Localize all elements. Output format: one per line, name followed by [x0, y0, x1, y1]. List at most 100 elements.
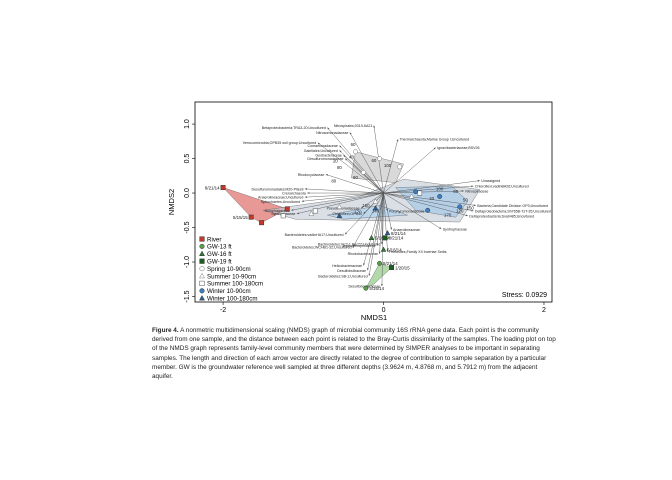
- sample-point: [308, 210, 315, 216]
- vector-arrowhead: [465, 214, 468, 217]
- vector-arrowhead: [373, 125, 376, 128]
- vector-arrowhead: [376, 243, 379, 246]
- y-tick-label: 0.5: [184, 154, 191, 164]
- sample-depth-label: 140: [372, 208, 380, 213]
- vector-label: Thermarchaeota;Marine Group I;Uncultured: [399, 138, 469, 142]
- loading-vector: [383, 139, 399, 194]
- legend-marker-gw-19-ft: [199, 258, 205, 264]
- vector-arrowhead: [301, 200, 304, 203]
- legend-label-gw-19-ft: GW-19 ft: [207, 259, 232, 266]
- vector-label: Rhodobacteraceae: [348, 252, 378, 256]
- loading-vector: [360, 192, 384, 209]
- vector-arrowhead: [345, 158, 348, 161]
- loading-vector: [383, 147, 436, 194]
- figure-label: Figure 4.: [152, 327, 179, 334]
- loading-vector: [367, 192, 384, 271]
- sample-point: [259, 220, 265, 226]
- vector-arrowhead: [471, 209, 474, 212]
- vector-arrowhead: [368, 273, 371, 276]
- vector-arrowhead: [353, 244, 355, 247]
- sample-point: [377, 260, 382, 266]
- vector-arrowhead: [363, 211, 366, 214]
- vector-arrowhead: [296, 212, 300, 215]
- point-date-label: 1/20/15: [395, 265, 410, 270]
- vector-label: Desulfobulbaceae: [337, 269, 366, 273]
- sample-point: [368, 234, 375, 240]
- vector-label: Chloroflexi;vadinBA26;Uncultured: [475, 185, 529, 189]
- sample-point: [389, 265, 395, 270]
- loading-vector: [376, 193, 384, 246]
- vector-label: Spirochaetes;Uncultured: [261, 200, 300, 204]
- loading-vector: [344, 158, 384, 194]
- sample-point: [363, 285, 369, 291]
- sample-depth-label: 20: [333, 159, 338, 164]
- sample-depth-label: 90: [353, 175, 358, 180]
- vector-arrowhead: [390, 227, 393, 230]
- vector-label: Bacteroidetes;VC2.1 Bac22;Uncultured: [318, 243, 381, 247]
- hull-spring-10-90cm: [351, 151, 404, 183]
- sample-point: [312, 208, 318, 214]
- vector-arrowhead: [304, 188, 307, 190]
- sample-depth-label: 120: [456, 208, 464, 213]
- loading-vector: [352, 192, 384, 247]
- y-tick-label: 1.0: [184, 119, 191, 129]
- sample-depth-label: 170: [354, 210, 362, 215]
- loading-vector: [349, 132, 384, 194]
- sample-depth-label: 170: [444, 212, 452, 217]
- loading-vector: [379, 193, 384, 254]
- legend-marker-summer-10-90cm: [199, 272, 205, 279]
- point-date-label: 5/16/14: [387, 247, 402, 252]
- loading-vector: [325, 174, 384, 194]
- legend-marker-winter-100-180cm: [199, 295, 205, 301]
- vector-label: Betaproteobacteria;TRA3-20;Uncultured: [262, 126, 326, 130]
- legend-marker-gw-16-ft: [199, 250, 205, 257]
- sample-point: [372, 205, 379, 211]
- y-tick-label: -1.5: [184, 290, 191, 302]
- loading-vector: [383, 192, 468, 217]
- sample-point: [384, 229, 391, 236]
- vector-arrowhead: [349, 132, 352, 135]
- loading-vector: [383, 180, 480, 194]
- vector-label: Chloroflexi;OPB41: [332, 212, 362, 216]
- vector-label: Ignavibacteriaceae;BSV26: [437, 146, 479, 150]
- vector-arrowhead: [339, 145, 342, 148]
- point-date-label: 8/21/14: [205, 185, 220, 190]
- vector-label: Pseudomonadaceae: [327, 207, 360, 211]
- sample-point: [280, 213, 286, 219]
- vector-label: Anaerolineaceae;Uncultured: [258, 196, 303, 200]
- vector-label: Bacteria;Candidate Division OP3;Uncultur…: [477, 204, 548, 208]
- legend-marker-winter-10-90cm: [199, 288, 205, 294]
- vector-arrowhead: [317, 142, 320, 145]
- vector-label: Nitrosomonadaceae: [316, 131, 348, 135]
- vector-label: Helicobacteraceae: [332, 264, 362, 268]
- sample-point: [361, 169, 366, 175]
- vector-arrowhead: [473, 204, 476, 207]
- loading-vector: [339, 145, 384, 194]
- hull-winter-10-90cm: [395, 185, 469, 218]
- vector-arrowhead: [477, 179, 480, 182]
- vector-arrowhead: [363, 263, 365, 266]
- loading-vector: [383, 192, 392, 230]
- loading-vector: [304, 188, 384, 194]
- loading-vector: [383, 185, 474, 194]
- sample-point: [336, 203, 343, 209]
- point-date-label: 8/21/14: [391, 231, 406, 236]
- sample-point: [457, 204, 463, 210]
- sample-point: [372, 198, 379, 204]
- sample-point: [417, 190, 423, 196]
- sample-depth-label: 100: [436, 186, 444, 191]
- legend-label-river: River: [207, 236, 221, 243]
- sample-depth-label: 40: [429, 196, 434, 201]
- vector-label: Porphyromonadaceae: [389, 209, 424, 213]
- vector-label: Syntrophaceae: [443, 227, 467, 231]
- sample-point: [377, 156, 382, 162]
- sample-depth-label: 60: [351, 142, 356, 147]
- vector-arrowhead: [345, 232, 348, 235]
- sample-depth-label: 40: [349, 155, 354, 160]
- sample-depth-label: 150: [467, 206, 475, 211]
- sample-point: [352, 149, 358, 155]
- sample-point: [382, 235, 388, 241]
- loading-vector: [383, 193, 388, 252]
